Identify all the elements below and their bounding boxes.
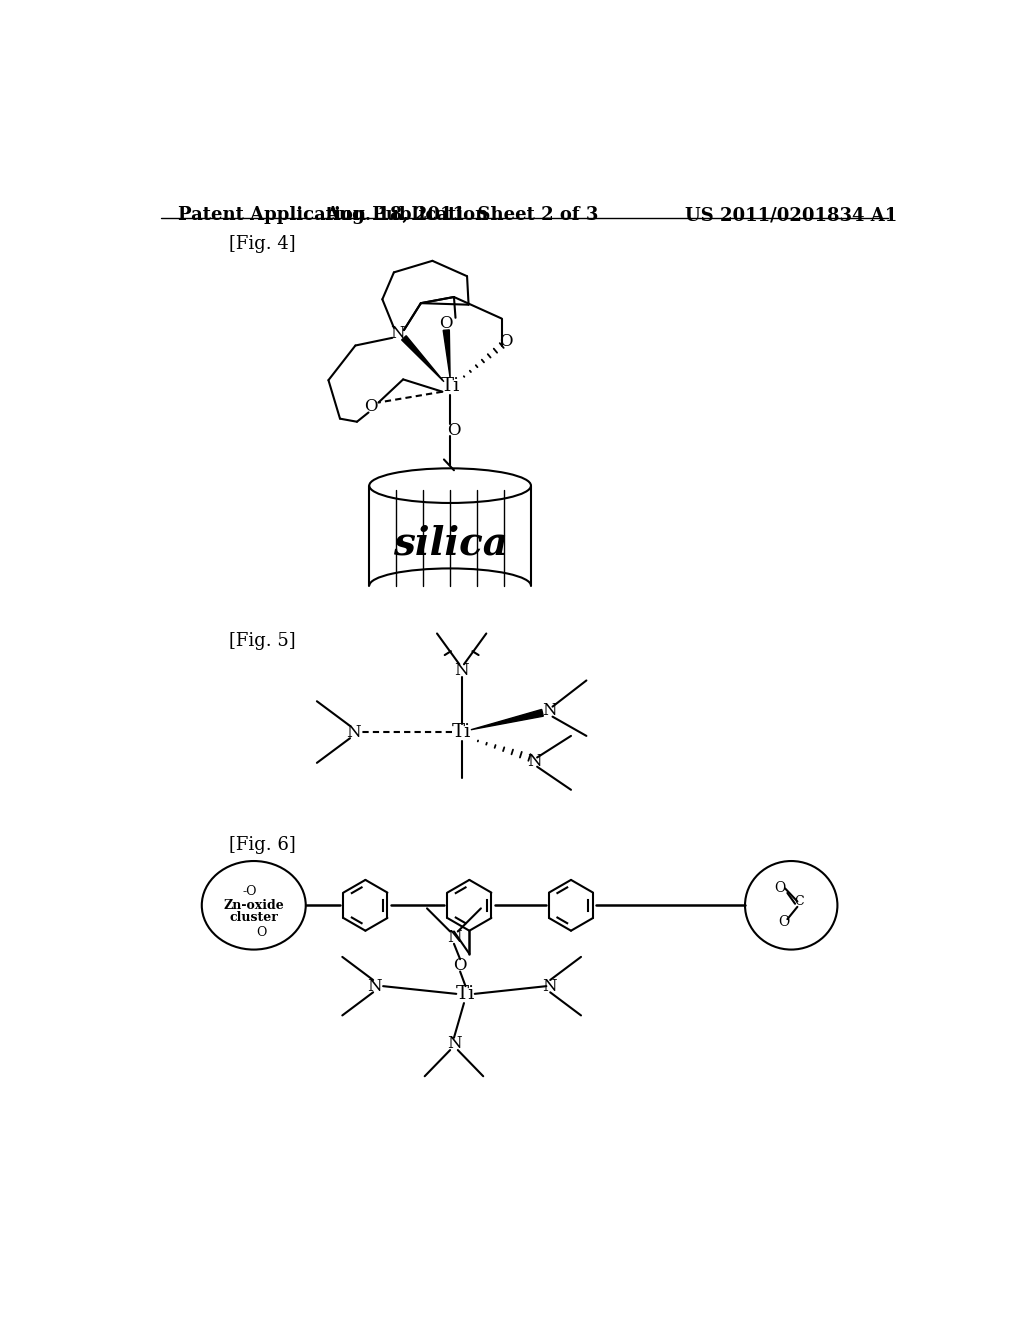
Text: Patent Application Publication: Patent Application Publication [178,206,488,224]
Text: N: N [542,702,557,719]
Text: O: O [774,882,785,895]
Text: Ti: Ti [452,723,471,741]
Text: N: N [526,752,542,770]
Text: N: N [446,929,461,946]
Text: -O: -O [243,884,257,898]
Text: N: N [455,661,469,678]
Text: Aug. 18, 2011  Sheet 2 of 3: Aug. 18, 2011 Sheet 2 of 3 [325,206,598,224]
Text: [Fig. 6]: [Fig. 6] [229,836,296,854]
Polygon shape [443,330,451,378]
Text: O: O [439,315,453,333]
Text: Ti: Ti [440,376,460,395]
Text: Zn-oxide: Zn-oxide [223,899,284,912]
Text: N: N [368,978,382,995]
Text: C: C [794,895,804,908]
Text: O: O [447,421,461,438]
Text: O: O [256,925,266,939]
Text: US 2011/0201834 A1: US 2011/0201834 A1 [685,206,897,224]
Polygon shape [471,709,544,730]
Text: silica: silica [392,524,508,562]
Text: N: N [542,978,557,995]
Text: O: O [499,333,512,350]
Text: O: O [778,915,790,929]
Text: [Fig. 4]: [Fig. 4] [229,235,296,253]
Polygon shape [401,335,444,381]
Text: [Fig. 5]: [Fig. 5] [229,632,296,649]
Text: N: N [390,326,406,342]
Text: O: O [454,957,467,974]
Text: N: N [446,1035,461,1052]
Text: N: N [346,723,361,741]
Text: Ti: Ti [456,985,475,1003]
Text: O: O [365,397,378,414]
Text: cluster: cluster [229,911,279,924]
